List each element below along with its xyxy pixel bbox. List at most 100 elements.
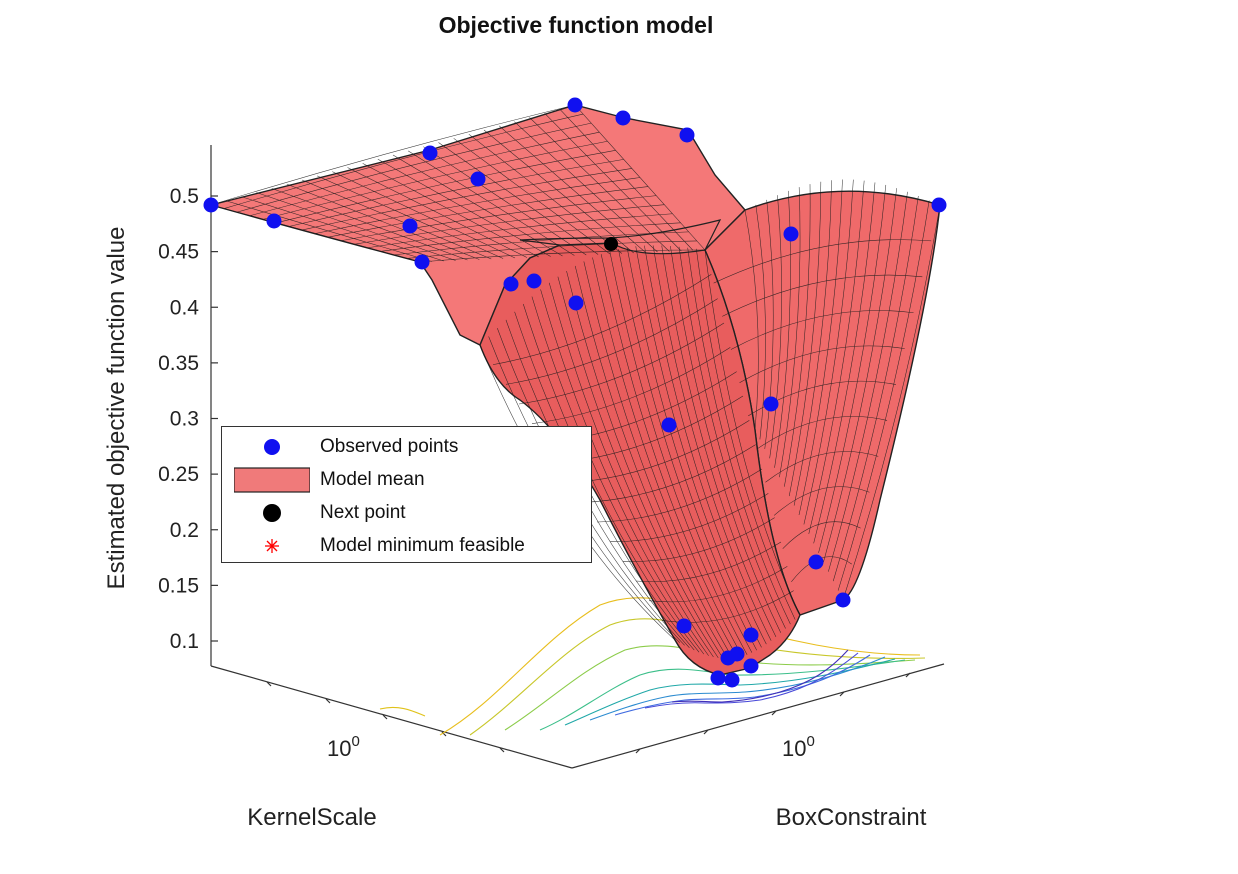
mesh-line [687, 247, 791, 625]
mesh-line [301, 179, 492, 260]
observed-point [203, 197, 219, 213]
z-tick-label: 0.3 [170, 408, 199, 431]
mesh-line [626, 247, 757, 651]
z-tick-label: 0.25 [158, 463, 199, 486]
observed-point [414, 254, 430, 270]
mesh-line [367, 213, 673, 249]
mesh-line [670, 245, 782, 633]
mesh-line [635, 541, 782, 582]
mesh-line [765, 451, 879, 483]
z-tick-label: 0.4 [170, 296, 200, 319]
observed-points [203, 97, 947, 688]
mesh-line [644, 245, 767, 645]
mesh-line [531, 347, 731, 424]
observed-point [470, 171, 486, 187]
observed-point [568, 295, 584, 311]
z-tick-label: 0.2 [170, 519, 199, 542]
mesh-line [498, 125, 646, 253]
legend-observed-label: Observed points [320, 436, 459, 457]
z-tick-label: 0.15 [158, 574, 199, 597]
mesh-line [531, 296, 705, 655]
mesh-line [609, 493, 769, 542]
mesh-line [574, 265, 729, 659]
mesh-line [661, 245, 777, 637]
contour-level-5 [539, 659, 906, 731]
observed-point [679, 127, 695, 143]
mesh-line [788, 181, 822, 497]
mesh-line [544, 113, 682, 252]
observed-point [743, 658, 759, 674]
mesh-line [823, 188, 897, 563]
observed-point [266, 213, 282, 229]
contour-level-1 [379, 706, 426, 717]
mesh-line [393, 231, 689, 256]
mesh-line [774, 190, 791, 468]
legend-next-point-icon [263, 504, 281, 522]
next-point-marker [604, 237, 618, 251]
mesh-line [250, 131, 600, 216]
mesh-line [483, 129, 634, 254]
mesh-line [773, 486, 870, 516]
mesh-line [808, 180, 865, 534]
mesh-line [635, 246, 762, 648]
observed-point [743, 627, 759, 643]
mesh-line [652, 245, 772, 641]
observed-point [402, 218, 418, 234]
legend-model-mean-label: Model mean [320, 469, 425, 490]
z-axis-ticks: 0.1 0.15 0.2 0.25 0.3 0.35 0.4 0.45 0.5 [158, 185, 218, 653]
observed-point [676, 618, 692, 634]
y-tick-label: 100 [782, 733, 815, 761]
contour-level-9 [644, 652, 859, 709]
observed-point [835, 592, 851, 608]
observed-point [808, 554, 824, 570]
model-mean-surface [208, 104, 941, 676]
mesh-line [276, 150, 616, 224]
z-tick-label: 0.35 [158, 352, 199, 375]
contour-level-10 [671, 649, 849, 703]
legend-item-observed: Observed points [222, 431, 591, 463]
legend-next-point-label: Next point [320, 502, 406, 523]
mesh-line [271, 188, 468, 261]
mesh-line [583, 261, 733, 659]
x-axis-label: KernelScale [247, 804, 376, 831]
mesh-line [622, 517, 775, 562]
mesh-line [764, 199, 774, 449]
mesh-line [661, 590, 794, 623]
mesh-line [559, 108, 694, 251]
mesh-line [793, 180, 832, 506]
contour-level-8 [614, 654, 871, 716]
mesh-line [596, 468, 763, 523]
observed-point [615, 110, 631, 126]
mesh-line [529, 117, 670, 252]
observed-point [763, 396, 779, 412]
surface-mesh [210, 104, 941, 659]
mesh-line [730, 310, 914, 350]
contour-level-6 [564, 658, 896, 726]
mesh-line [744, 209, 759, 431]
mesh-line [354, 204, 665, 245]
observed-point [720, 650, 736, 666]
mesh-line [570, 420, 750, 483]
mesh-line [548, 282, 714, 658]
mesh-line [514, 311, 695, 651]
z-tick-label: 0.1 [170, 630, 199, 653]
mesh-line [419, 249, 706, 263]
mesh-line [592, 257, 738, 658]
mesh-line [755, 204, 766, 440]
mesh-line [241, 196, 444, 262]
mesh-line [678, 246, 786, 629]
mesh-line [256, 192, 456, 261]
observed-point [931, 197, 947, 213]
observed-point [422, 145, 438, 161]
y-axis-ticks [635, 672, 911, 754]
mesh-line [600, 254, 743, 657]
mesh-line [832, 195, 919, 582]
mesh-line [523, 303, 700, 653]
mesh-line [514, 121, 658, 253]
mesh-line [286, 183, 480, 260]
mesh-line [557, 276, 719, 659]
mesh-line [438, 142, 599, 255]
z-axis-label: Estimated objective function value [103, 227, 130, 590]
y-axis-label: BoxConstraint [776, 804, 927, 831]
